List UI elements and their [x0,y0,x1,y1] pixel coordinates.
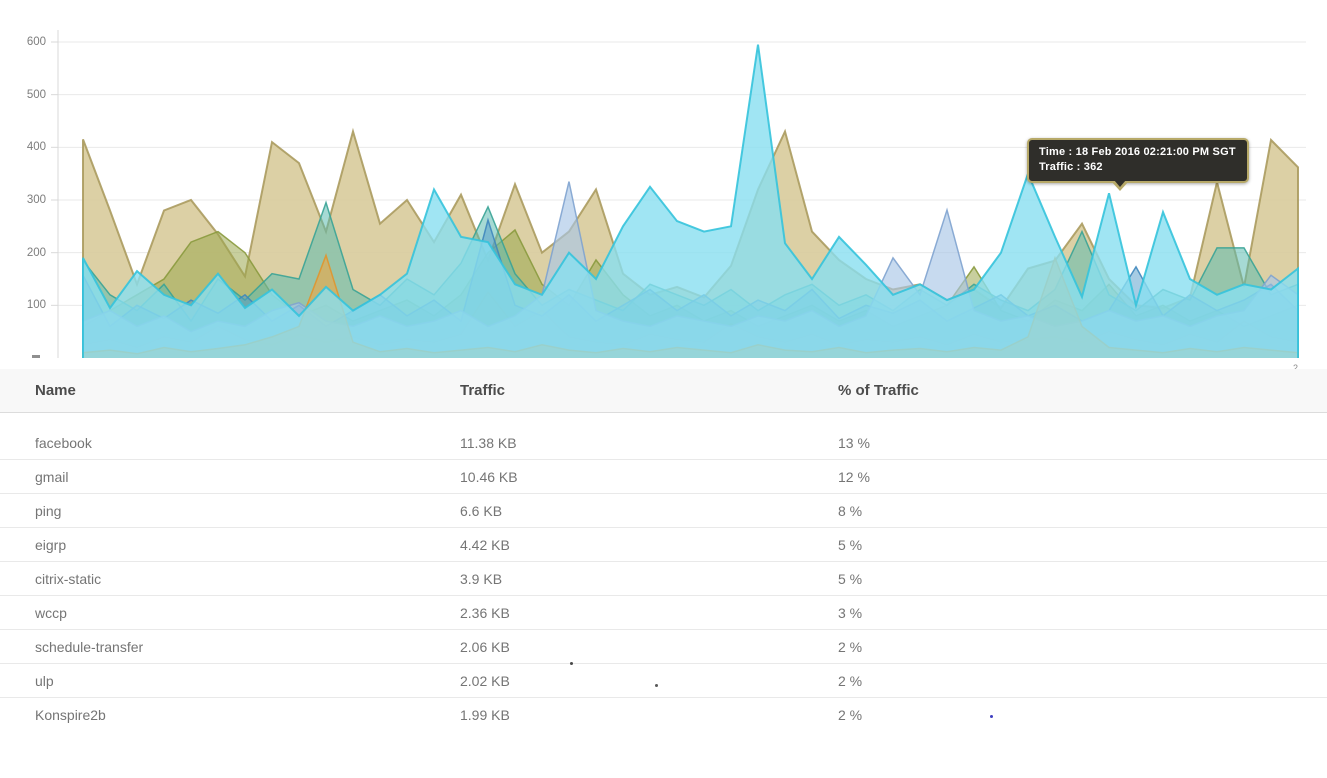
tooltip-traffic-line: Traffic : 362 [1039,161,1103,173]
cell-percent: 13 % [838,434,870,451]
cell-name: ulp [35,672,54,689]
cell-percent: 8 % [838,502,863,519]
tooltip-time-line: Time : 18 Feb 2016 02:21:00 PM SGT [1039,146,1236,158]
series-cyan-area [83,44,1298,358]
y-axis-label-300: 300 [26,194,46,206]
cell-percent: 2 % [838,672,863,689]
cell-traffic: 2.02 KB [460,672,510,689]
artifact-dot [32,355,40,358]
y-axis-label-100: 100 [26,299,46,312]
y-axis-label-200: 200 [26,246,46,259]
x-axis-clipped-label: 2 [1293,363,1299,373]
traffic-table: Name Traffic% of Traffic facebook 11.38 KB… [0,369,1327,731]
table-row-schedule-transfer[interactable]: schedule-transfer 2.06 KB 2 % [0,629,1327,663]
cell-name: citrix-static [35,570,102,587]
table-row-Konspire2b[interactable]: Konspire2b 1.99 KB 2 % [0,697,1327,731]
table-row-wccp[interactable]: wccp 2.36 KB 3 % [0,595,1327,629]
cell-traffic: 3.9 KB [460,570,503,587]
table-row-ulp[interactable]: ulp 2.02 KB 2 % [0,663,1327,697]
traffic-table-body: facebook 11.38 KB 13 % gmail 10.46 KB 12 % pin… [0,412,1327,731]
y-axis-label-400: 400 [26,141,46,154]
cell-traffic: 2.06 KB [460,638,510,655]
cell-name: ping [35,502,62,519]
cell-percent: 5 % [838,536,863,553]
cell-percent: 2 % [838,706,863,723]
cell-percent: 2 % [838,638,863,655]
artifact-dot [655,684,658,687]
column-header-traffic[interactable]: Traffic [460,369,838,413]
series-cyan-line [82,44,1299,358]
table-row-eigrp[interactable]: eigrp 4.42 KB 5 % [0,527,1327,561]
column-header-percent[interactable]: % of Traffic [838,369,1327,413]
cell-name: wccp [35,604,67,621]
artifact-dot [990,715,993,718]
cell-traffic: 6.6 KB [460,502,503,519]
cell-traffic: 4.42 KB [460,536,510,553]
chart-tooltip: Time : 18 Feb 2016 02:21:00 PM SGT Traff… [1027,138,1249,191]
cell-percent: 3 % [838,604,863,621]
cell-name: Konspire2b [35,706,106,723]
cell-name: facebook [35,434,92,451]
cell-traffic: 2.36 KB [460,604,510,621]
cell-percent: 5 % [838,570,863,587]
cell-percent: 12 % [838,468,870,485]
cell-name: gmail [35,468,69,485]
cell-traffic: 1.99 KB [460,706,510,723]
table-row-ping[interactable]: ping 6.6 KB 8 % [0,493,1327,527]
traffic-table-header: Name Traffic% of Traffic [0,369,1327,413]
table-row-facebook[interactable]: facebook 11.38 KB 13 % [0,412,1327,459]
traffic-area-chart[interactable]: 600 500 400 300 200 100 2 Time : 18 Feb 2016 … [0,0,1327,373]
cell-name: eigrp [35,536,67,553]
cell-traffic: 11.38 KB [460,434,517,451]
cell-name: schedule-transfer [35,638,144,655]
artifact-dot [570,662,573,665]
table-row-citrix-static[interactable]: citrix-static 3.9 KB 5 % [0,561,1327,595]
cell-traffic: 10.46 KB [460,468,518,485]
table-row-gmail[interactable]: gmail 10.46 KB 12 % [0,459,1327,493]
chart-canvas[interactable] [0,0,1327,366]
column-header-name[interactable]: Name [0,369,460,413]
y-axis-label-600: 600 [26,36,46,48]
y-axis-label-500: 500 [26,88,46,101]
